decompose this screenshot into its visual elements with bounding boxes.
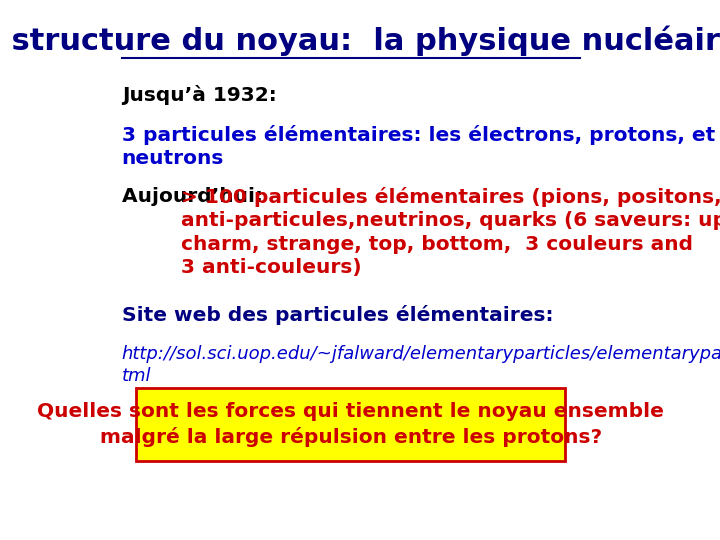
Text: Aujourd’hui:: Aujourd’hui: xyxy=(122,187,270,206)
Text: Site web des particules élémentaires:: Site web des particules élémentaires: xyxy=(122,305,553,325)
Text: Quelles sont les forces qui tiennent le noyau ensemble
malgré la large répulsion: Quelles sont les forces qui tiennent le … xyxy=(37,402,664,447)
Text: 3 particules élémentaires: les électrons, protons, et les
neutrons: 3 particules élémentaires: les électrons… xyxy=(122,125,720,168)
FancyBboxPatch shape xyxy=(136,388,565,461)
Text: > 100 particules élémentaires (pions, positons,
anti-particules,neutrinos, quark: > 100 particules élémentaires (pions, po… xyxy=(181,187,720,277)
Text: http://sol.sci.uop.edu/~jfalward/elementaryparticles/elementaryparticles.h
tml: http://sol.sci.uop.edu/~jfalward/element… xyxy=(122,345,720,386)
Text: Jusqu’à 1932:: Jusqu’à 1932: xyxy=(122,85,276,105)
Text: La structure du noyau:  la physique nucléaire: La structure du noyau: la physique nuclé… xyxy=(0,25,720,56)
